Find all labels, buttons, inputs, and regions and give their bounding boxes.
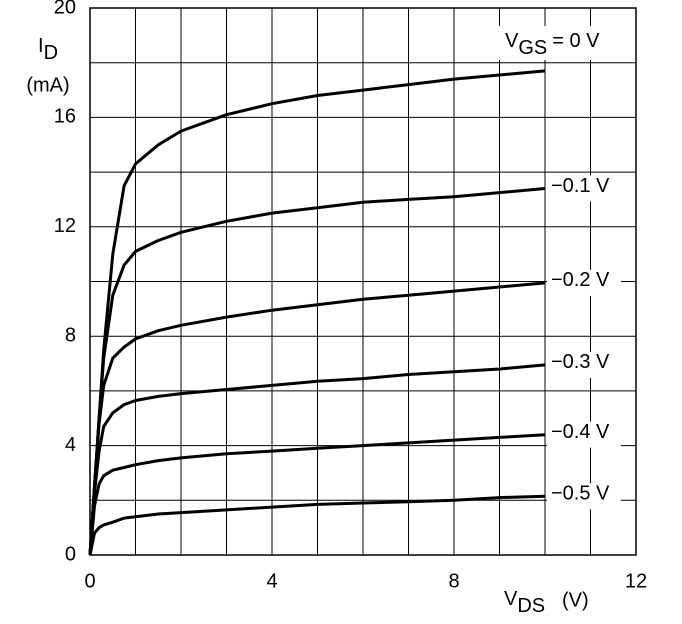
y-tick-label: 20 bbox=[54, 0, 76, 18]
x-tick-label: 4 bbox=[266, 570, 277, 592]
label-bg bbox=[547, 421, 621, 448]
y-axis-label: ID bbox=[38, 35, 58, 64]
legend-label: −0.4 V bbox=[551, 421, 610, 443]
legend-symbol: V bbox=[505, 30, 519, 52]
legend-label: −0.5 V bbox=[551, 482, 610, 504]
series-line bbox=[88, 363, 546, 556]
x-axis-unit: (V) bbox=[562, 589, 589, 611]
y-tick-label: 12 bbox=[54, 215, 76, 237]
legend-label: VGS = 0 V bbox=[505, 30, 600, 59]
plot-frame bbox=[89, 7, 637, 556]
x-axis-label-sub: DS bbox=[517, 595, 545, 617]
x-axis-label: VDS bbox=[504, 588, 545, 617]
y-tick-label: 16 bbox=[54, 106, 76, 128]
y-tick-label: 8 bbox=[65, 324, 76, 346]
legend-label: −0.1 V bbox=[551, 175, 610, 197]
legend-label: −0.2 V bbox=[551, 269, 610, 291]
series-line bbox=[88, 433, 546, 556]
label-bg bbox=[498, 26, 632, 60]
y-axis-label-symbol: I bbox=[38, 35, 44, 57]
series-line bbox=[88, 187, 546, 556]
x-tick-label: 8 bbox=[448, 570, 459, 592]
legend-label: −0.3 V bbox=[551, 351, 610, 373]
label-bg bbox=[547, 175, 621, 202]
label-bg bbox=[547, 351, 621, 378]
label-bg bbox=[547, 483, 621, 510]
x-tick-label: 0 bbox=[84, 570, 95, 592]
legend-sub: GS bbox=[518, 37, 547, 59]
y-axis-unit: (mA) bbox=[26, 74, 69, 96]
legend-name: = 0 V bbox=[552, 30, 600, 52]
y-tick-label: 0 bbox=[65, 543, 76, 565]
x-axis-label-symbol: V bbox=[504, 588, 518, 610]
series-line bbox=[88, 281, 546, 556]
series-line bbox=[88, 494, 546, 556]
label-bg bbox=[547, 269, 621, 296]
x-tick-label: 12 bbox=[625, 570, 647, 592]
y-axis-label-sub: D bbox=[44, 42, 58, 64]
y-tick-label: 4 bbox=[65, 434, 76, 456]
